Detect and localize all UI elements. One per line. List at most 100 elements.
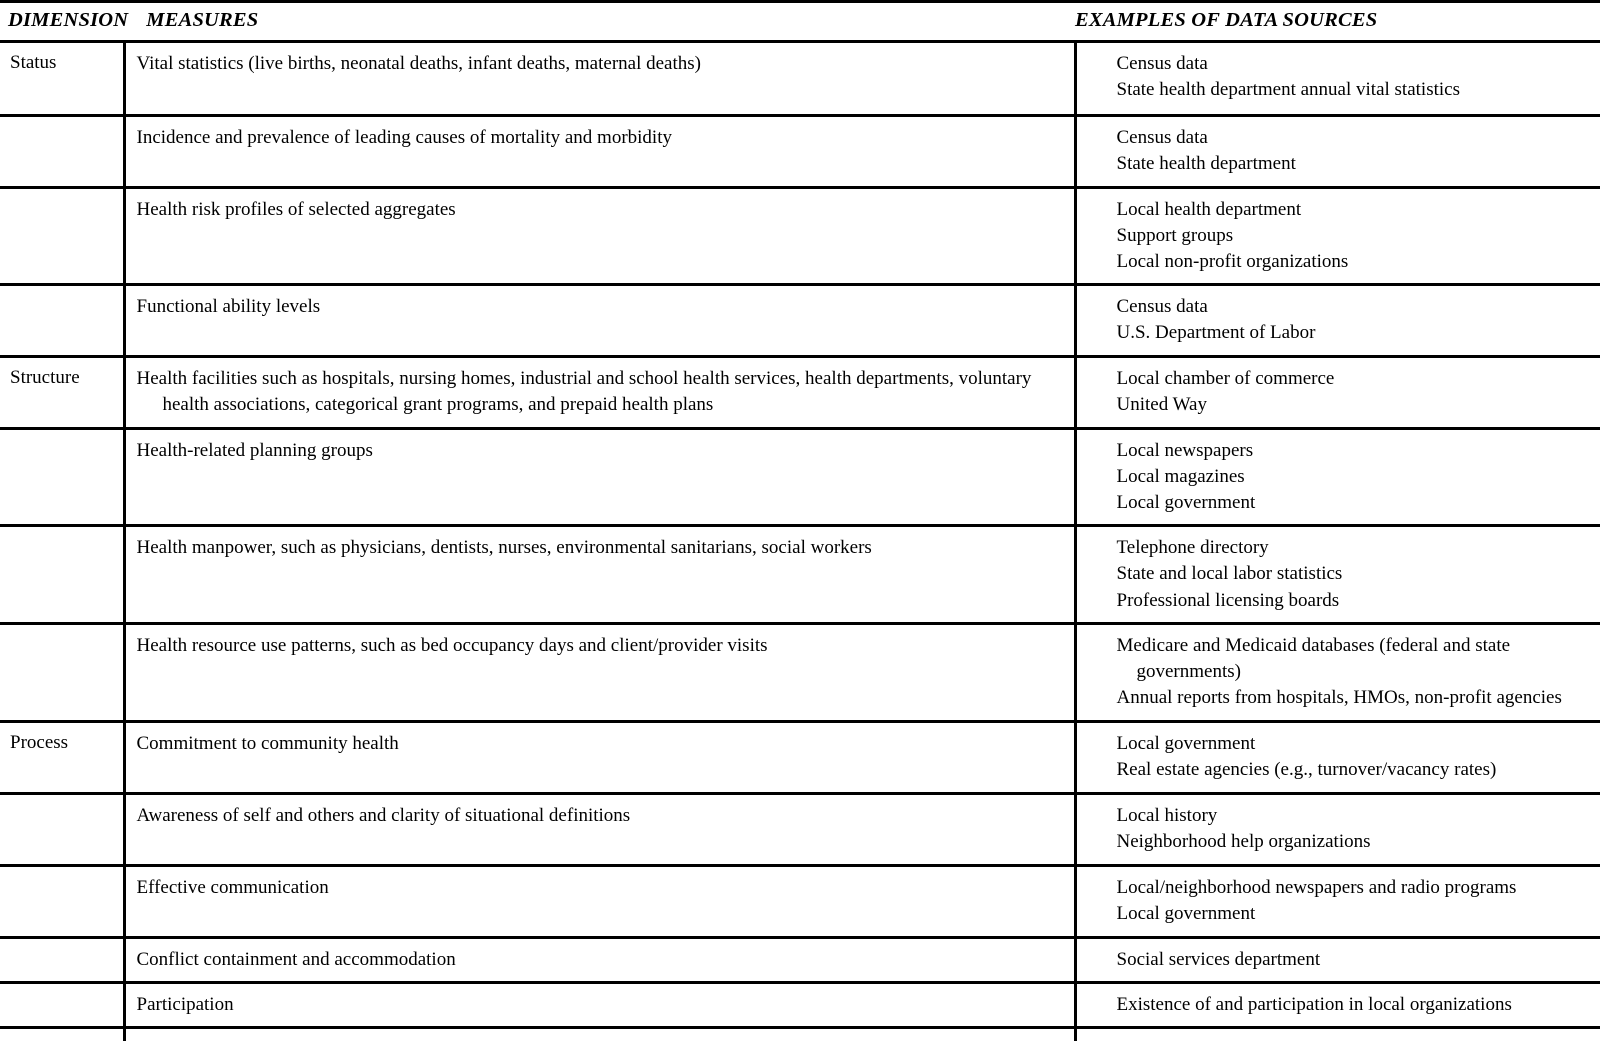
table-row: Incidence and prevalence of leading caus… (0, 113, 1600, 187)
measure-text: Health risk profiles of selected aggrega… (136, 198, 456, 220)
column-header-measures: MEASURES (146, 9, 259, 31)
data-source-item: Local government (1116, 902, 1256, 924)
measure-text: Health resource use patterns, such as be… (136, 634, 768, 656)
measure-text: Health-related planning groups (136, 439, 373, 461)
table-row: Process Commitment to community health Loc… (0, 719, 1600, 794)
cell-dimension (0, 113, 126, 187)
data-source-item: Local/neighborhood newspapers and radio … (1116, 876, 1517, 898)
cell-data-sources: Local/neighborhood newspapers and radio … (1075, 863, 1600, 938)
cell-dimension: Process (0, 719, 126, 794)
cell-measure: Functional ability levels (124, 283, 1077, 357)
data-source-item: Local chamber of commerce (1116, 368, 1335, 390)
header-left-group: DIMENSION MEASURES (0, 9, 258, 32)
cell-data-sources: Windshield survey: observation of intera… (1075, 1025, 1600, 1041)
cell-measure: Effective communication (124, 863, 1077, 938)
table-row: Awareness of self and others and clarity… (0, 791, 1600, 866)
cell-data-sources: Local newspapers Local magazines Local gov… (1075, 426, 1600, 526)
cell-dimension (0, 980, 126, 1028)
cell-measure: Management of relationships with society (124, 1025, 1077, 1041)
table-rows: Status Vital statistics (live births, neo… (0, 43, 1600, 1041)
table-row: Health resource use patterns, such as be… (0, 621, 1600, 722)
measure-text: Health manpower, such as physicians, den… (136, 537, 872, 559)
measure-text: Vital statistics (live births, neonatal … (136, 53, 701, 74)
data-source-item: Local non-profit organizations (1116, 250, 1349, 272)
table-header-row: DIMENSION MEASURES EXAMPLES OF DATA SOURC… (0, 2, 1600, 42)
cell-data-sources: Local health department Support groups Loc… (1075, 185, 1600, 285)
cell-measure: Commitment to community health (124, 719, 1077, 794)
measure-text: Incidence and prevalence of leading caus… (136, 126, 673, 148)
cell-dimension (0, 185, 126, 285)
data-source-item: Support groups (1116, 224, 1234, 246)
cell-measure: Health-related planning groups (124, 426, 1077, 526)
cell-measure: Incidence and prevalence of leading caus… (124, 113, 1077, 187)
cell-dimension (0, 1025, 126, 1041)
measure-text: Effective communication (136, 876, 329, 898)
table-row: Management of relationships with society… (0, 1025, 1600, 1041)
data-source-item: Census data (1116, 126, 1208, 148)
measure-text: Health facilities such as hospitals, nur… (136, 368, 1032, 416)
header-band: DIMENSION MEASURES EXAMPLES OF DATA SOURC… (0, 2, 1600, 42)
cell-measure: Health facilities such as hospitals, nur… (124, 355, 1077, 429)
data-source-item: U.S. Department of Labor (1116, 322, 1316, 344)
cell-dimension (0, 283, 126, 357)
cell-data-sources: Local history Neighborhood help organizat… (1075, 791, 1600, 866)
table-row: Health manpower, such as physicians, den… (0, 524, 1600, 624)
data-source-item: Social services department (1116, 948, 1321, 970)
cell-dimension (0, 426, 126, 526)
data-source-item: Windshield survey: observation of intera… (1117, 1037, 1595, 1041)
column-header-dimension: DIMENSION (8, 9, 129, 31)
data-source-item: Local government (1116, 492, 1256, 514)
data-source-item: State health department (1116, 152, 1296, 174)
measure-text: Participation (136, 993, 234, 1015)
cell-dimension (0, 621, 126, 722)
data-source-item: Annual reports from hospitals, HMOs, non… (1116, 687, 1562, 709)
data-source-item: Professional licensing boards (1116, 589, 1340, 611)
cell-dimension (0, 935, 126, 983)
cell-data-sources: Social services department (1075, 935, 1600, 983)
table-row: Functional ability levels Census data U.S.… (0, 283, 1600, 357)
data-source-item: Census data (1116, 53, 1208, 74)
data-source-item: United Way (1116, 394, 1207, 416)
table-row: Health-related planning groups Local news… (0, 426, 1600, 526)
cell-measure: Participation (124, 980, 1077, 1028)
cell-data-sources: Local chamber of commerce United Way (1075, 355, 1600, 429)
cell-dimension: Status (0, 43, 126, 115)
data-source-item: Local magazines (1116, 465, 1245, 487)
table-body: DIMENSION MEASURES EXAMPLES OF DATA SOURC… (0, 2, 1600, 42)
measure-text: Awareness of self and others and clarity… (136, 804, 631, 826)
dimension-measures-table: DIMENSION MEASURES EXAMPLES OF DATA SOURC… (0, 0, 1600, 43)
cell-data-sources: Local government Real estate agencies (e.… (1075, 719, 1600, 794)
cell-data-sources: Medicare and Medicaid databases (federal… (1075, 621, 1600, 722)
cell-measure: Conflict containment and accommodation (124, 935, 1077, 983)
measure-text: Commitment to community health (136, 732, 399, 754)
table-row: Status Vital statistics (live births, neo… (0, 43, 1600, 115)
data-source-item: Existence of and participation in local … (1116, 993, 1512, 1015)
data-source-item: Local newspapers (1116, 439, 1254, 461)
measure-text: Conflict containment and accommodation (136, 948, 456, 970)
data-source-item: Census data (1116, 296, 1208, 318)
data-source-item: Telephone directory (1116, 537, 1269, 559)
data-source-item: State health department annual vital sta… (1116, 79, 1460, 101)
cell-measure: Health risk profiles of selected aggrega… (124, 185, 1077, 285)
cell-dimension (0, 791, 126, 866)
cell-measure: Awareness of self and others and clarity… (124, 791, 1077, 866)
cell-dimension (0, 524, 126, 624)
cell-data-sources: Census data State health department (1075, 113, 1600, 187)
measure-text: Functional ability levels (136, 296, 321, 318)
data-source-item: Local government (1116, 732, 1256, 754)
data-source-item: Local history (1116, 804, 1218, 826)
cell-data-sources: Census data U.S. Department of Labor (1075, 283, 1600, 357)
cell-dimension (0, 863, 126, 938)
cell-measure: Health manpower, such as physicians, den… (124, 524, 1077, 624)
cell-measure: Health resource use patterns, such as be… (124, 621, 1077, 722)
table-row: Structure Health facilities such as hospi… (0, 355, 1600, 429)
data-source-item: Local health department (1116, 198, 1302, 220)
cell-data-sources: Telephone directory State and local labor… (1075, 524, 1600, 624)
column-header-sources: EXAMPLES OF DATA SOURCES (1075, 9, 1378, 31)
cell-data-sources: Existence of and participation in local … (1075, 980, 1600, 1028)
table-row: Conflict containment and accommodation So… (0, 935, 1600, 983)
measure-text: Management of relationships with society (137, 1037, 1064, 1041)
table-row: Participation Existence of and participat… (0, 980, 1600, 1028)
data-source-item: State and local labor statistics (1116, 563, 1343, 585)
